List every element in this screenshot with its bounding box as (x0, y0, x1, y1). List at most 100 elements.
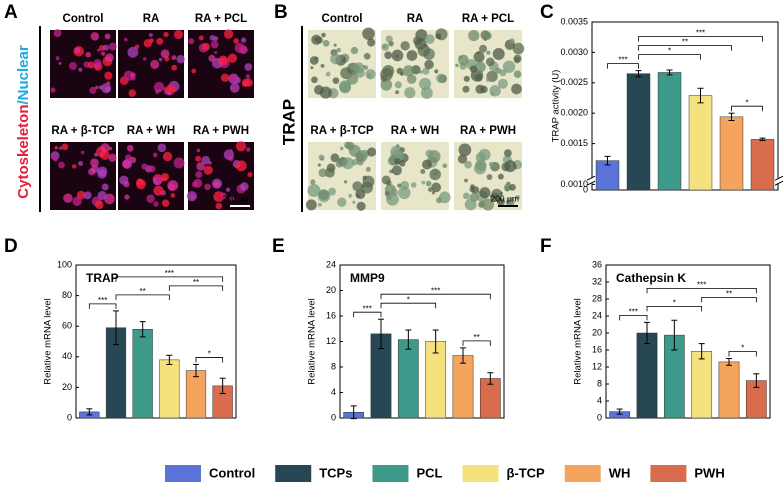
texture (367, 38, 376, 47)
texture (163, 31, 169, 38)
chart-title: TRAP (86, 271, 119, 285)
texture (68, 62, 77, 70)
texture (495, 67, 502, 74)
texture (436, 73, 446, 84)
texture (162, 87, 167, 91)
texture (385, 179, 392, 186)
legend-label: PWH (694, 465, 724, 480)
texture (440, 33, 446, 38)
texture (227, 53, 238, 63)
y-tick-label: 40 (62, 351, 72, 361)
texture (505, 197, 515, 207)
texture (218, 55, 229, 66)
texture (402, 65, 415, 77)
texture (398, 186, 411, 200)
texture (228, 149, 233, 154)
group-label: RA + WH (127, 125, 175, 137)
group-label: RA + PCL (195, 13, 247, 25)
texture (458, 54, 469, 66)
texture (171, 64, 178, 71)
texture (410, 182, 417, 188)
texture (187, 38, 195, 45)
significance-label: *** (696, 29, 705, 38)
texture (101, 51, 106, 56)
texture (148, 165, 156, 173)
texture (95, 85, 99, 90)
texture (305, 199, 317, 211)
texture (89, 86, 97, 94)
texture (337, 197, 347, 207)
texture (195, 155, 202, 162)
texture (391, 49, 404, 62)
panel-label: B (274, 2, 288, 23)
significance-bracket (380, 302, 437, 309)
texture (196, 148, 201, 153)
y-tick-label: 16 (326, 310, 336, 320)
texture (119, 175, 129, 185)
y-tick-label: 20 (62, 382, 72, 392)
significance-bracket (88, 303, 117, 309)
texture (346, 73, 359, 85)
texture (161, 199, 170, 207)
texture (233, 38, 239, 44)
significance-label: * (407, 295, 410, 304)
texture (53, 29, 62, 38)
texture (310, 179, 316, 185)
texture (321, 32, 326, 38)
texture (80, 150, 85, 155)
axis-break (588, 178, 782, 184)
texture (497, 197, 505, 206)
texture (55, 56, 60, 61)
significance-bracket (462, 340, 491, 346)
texture (425, 149, 434, 158)
bar (185, 370, 207, 419)
texture (502, 60, 516, 73)
significance-bracket (638, 54, 701, 60)
texture (380, 74, 388, 82)
legend-swatch (564, 465, 601, 482)
texture (497, 78, 508, 89)
texture (421, 159, 432, 170)
texture (153, 185, 164, 196)
group-label: Control (63, 13, 104, 25)
group-label: RA + WH (391, 125, 439, 137)
texture (400, 180, 410, 190)
significance-bracket (728, 351, 757, 357)
texture (485, 77, 490, 82)
legend-swatch (165, 465, 201, 482)
texture (486, 174, 493, 180)
texture (122, 160, 131, 168)
texture (464, 198, 477, 211)
significance-label: * (745, 98, 748, 107)
texture (94, 152, 99, 157)
texture (362, 175, 375, 188)
texture (438, 191, 451, 204)
scale-bar-label: 200 μm (222, 193, 251, 203)
texture (245, 147, 251, 152)
texture (171, 55, 177, 61)
texture (324, 167, 335, 178)
texture (311, 76, 318, 84)
texture (173, 157, 185, 169)
significance-label: ** (193, 278, 199, 287)
plot-frame (591, 21, 779, 191)
texture (124, 194, 130, 200)
panel-label: C (540, 2, 554, 23)
y-axis-label: Relative mRNA level (573, 298, 584, 385)
texture (352, 200, 356, 204)
texture (317, 163, 321, 167)
y-tick-label: 8 (597, 378, 602, 388)
texture (515, 194, 521, 200)
texture (170, 193, 176, 198)
significance-label: *** (431, 286, 440, 295)
texture (234, 42, 245, 53)
break-mark (586, 180, 596, 186)
bar (718, 361, 740, 419)
y-tick-label: 20 (326, 285, 336, 295)
texture (97, 190, 107, 200)
texture (497, 173, 504, 180)
significance-label: *** (618, 56, 627, 65)
texture (230, 86, 235, 91)
texture (381, 43, 390, 51)
